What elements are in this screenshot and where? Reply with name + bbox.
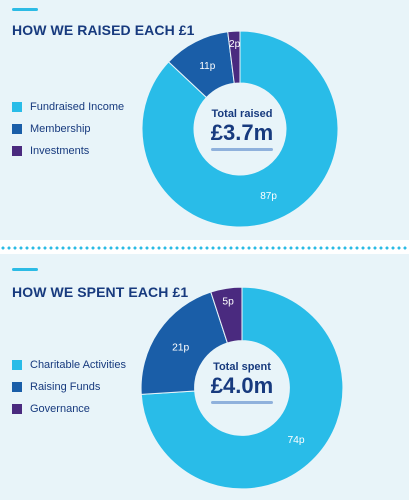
spent-title: HOW WE SPENT EACH £1 xyxy=(12,284,189,300)
donut-slice-investments xyxy=(227,30,241,84)
spent-legend: Charitable Activities Raising Funds Gove… xyxy=(12,354,126,420)
legend-swatch xyxy=(12,404,22,414)
legend-label: Membership xyxy=(30,123,91,135)
data-label: 2p xyxy=(229,39,241,50)
data-label: 74p xyxy=(287,435,304,446)
legend-label: Raising Funds xyxy=(30,381,101,393)
legend-item: Investments xyxy=(12,140,124,162)
raised-title: HOW WE RAISED EACH £1 xyxy=(12,22,195,38)
donut-slice-charitable-activities xyxy=(140,286,344,490)
raised-donut-chart: 87p 11p 2p xyxy=(141,30,339,228)
donut-slice-raising-funds xyxy=(140,291,229,395)
spent-panel: HOW WE SPENT EACH £1 Charitable Activiti… xyxy=(0,254,409,500)
legend-swatch xyxy=(12,382,22,392)
legend-item: Fundraised Income xyxy=(12,96,124,118)
dotted-divider xyxy=(0,246,409,250)
data-label: 87p xyxy=(260,191,277,202)
legend-item: Charitable Activities xyxy=(12,354,126,376)
data-label: 5p xyxy=(222,297,234,308)
donut-slice-governance xyxy=(210,286,243,344)
raised-center-total: Total raised £3.7m xyxy=(197,108,287,151)
spent-donut-chart: 74p 21p 5p xyxy=(140,286,344,490)
legend-label: Governance xyxy=(30,403,90,415)
center-value: £4.0m xyxy=(210,373,274,398)
legend-label: Charitable Activities xyxy=(30,359,126,371)
center-label: Total spent xyxy=(213,361,271,373)
legend-swatch xyxy=(12,102,22,112)
accent-line xyxy=(12,8,38,11)
legend-swatch xyxy=(12,124,22,134)
legend-item: Raising Funds xyxy=(12,376,126,398)
legend-label: Investments xyxy=(30,145,90,157)
data-label: 21p xyxy=(172,342,189,353)
legend-label: Fundraised Income xyxy=(30,101,125,113)
legend-swatch xyxy=(12,146,22,156)
legend-swatch xyxy=(12,360,22,370)
accent-line xyxy=(12,268,38,271)
center-label: Total raised xyxy=(211,108,273,120)
legend-item: Governance xyxy=(12,398,126,420)
legend-item: Membership xyxy=(12,118,124,140)
center-rule xyxy=(211,148,273,151)
raised-panel: HOW WE RAISED EACH £1 Fundraised Income … xyxy=(0,0,409,240)
center-value: £3.7m xyxy=(210,120,274,145)
data-label: 11p xyxy=(199,61,215,72)
center-rule xyxy=(211,401,273,404)
raised-legend: Fundraised Income Membership Investments xyxy=(12,96,124,162)
spent-center-total: Total spent £4.0m xyxy=(197,361,287,404)
donut-slice-fundraised-income xyxy=(141,30,339,228)
